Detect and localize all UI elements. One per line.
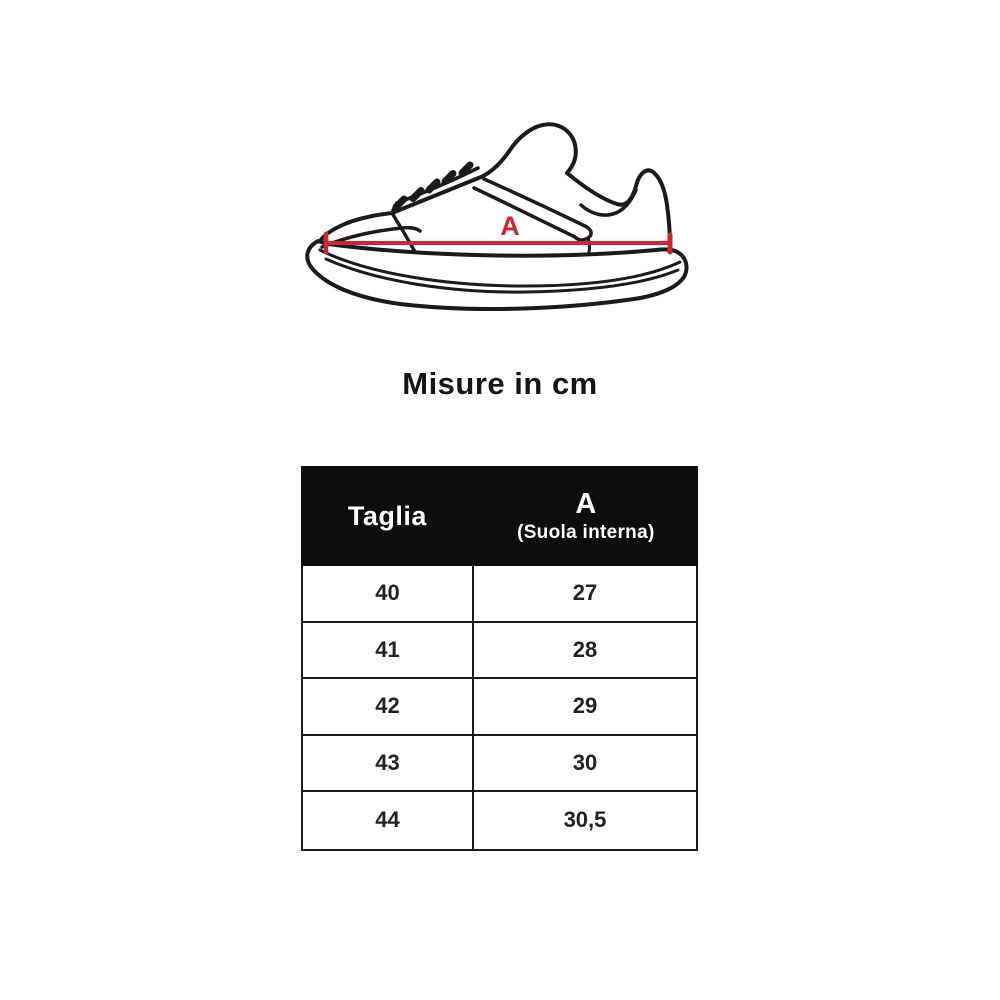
cell-size: 41 <box>303 622 474 677</box>
header-a-sublabel: (Suola interna) <box>517 521 655 543</box>
cell-size: 44 <box>303 792 474 849</box>
header-cell-taglia: Taglia <box>301 501 474 532</box>
size-table-body: 40 27 41 28 42 29 43 30 44 30,5 <box>301 566 698 851</box>
cell-size: 40 <box>303 566 474 621</box>
measurement-line <box>323 231 673 255</box>
table-row: 40 27 <box>303 566 696 623</box>
cell-sole-length: 29 <box>572 693 598 719</box>
cell-size: 43 <box>303 735 474 790</box>
cell-sole-length: 27 <box>572 580 598 606</box>
sneaker-figure: A <box>298 104 702 318</box>
table-row: 41 28 <box>303 622 696 679</box>
measurement-a-label: A <box>500 211 520 241</box>
table-row: 43 30 <box>303 735 696 792</box>
sneaker-side-outline-icon: A <box>305 122 689 312</box>
shoe-laces <box>392 161 474 211</box>
cell-size: 42 <box>303 679 474 734</box>
size-table: Taglia A (Suola interna) 40 27 41 28 42 … <box>301 466 698 851</box>
header-cell-a: A (Suola interna) <box>474 488 698 543</box>
header-a-label: A <box>575 488 597 521</box>
cell-sole-length: 30 <box>572 749 598 775</box>
page-title: Misure in cm <box>402 366 598 401</box>
header-taglia-label: Taglia <box>347 500 427 531</box>
size-table-header: Taglia A (Suola interna) <box>301 466 698 566</box>
cell-sole-length: 28 <box>572 636 598 662</box>
table-row: 44 30,5 <box>303 792 696 849</box>
shoe-upper <box>318 122 672 254</box>
table-row: 42 29 <box>303 679 696 736</box>
shoe-sole <box>305 239 689 312</box>
cell-sole-length: 30,5 <box>563 807 607 833</box>
